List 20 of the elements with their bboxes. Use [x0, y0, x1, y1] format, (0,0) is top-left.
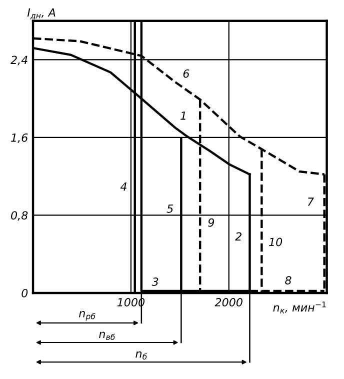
series-label: 7: [308, 198, 314, 206]
y-tick-label: 2,4: [10, 56, 28, 66]
text: n$_{рб}$: [79, 311, 96, 321]
x-tick-label: 2000: [214, 298, 242, 306]
series-label: 10: [269, 238, 282, 246]
x-axis-title: n$_{к}$, мин$^{−1}$: [273, 302, 326, 314]
y-tick-label: 0: [22, 288, 28, 298]
series-label: 2: [235, 232, 242, 240]
series-label: 5: [166, 204, 173, 213]
text: n$_{б}$: [136, 351, 147, 360]
series-label: 6: [183, 69, 190, 78]
series-label: 9: [208, 218, 214, 227]
series-label: 8: [285, 276, 292, 285]
series-label: 3: [152, 278, 158, 286]
text: n$_{вб}$: [99, 332, 115, 340]
y-tick-label: 0,8: [11, 211, 28, 221]
y-tick-label: 1,6: [11, 133, 28, 143]
y-axis-title: I$_{дн}$, А: [27, 8, 56, 20]
series-label: 4: [120, 182, 126, 191]
series-label: 1: [180, 112, 186, 120]
